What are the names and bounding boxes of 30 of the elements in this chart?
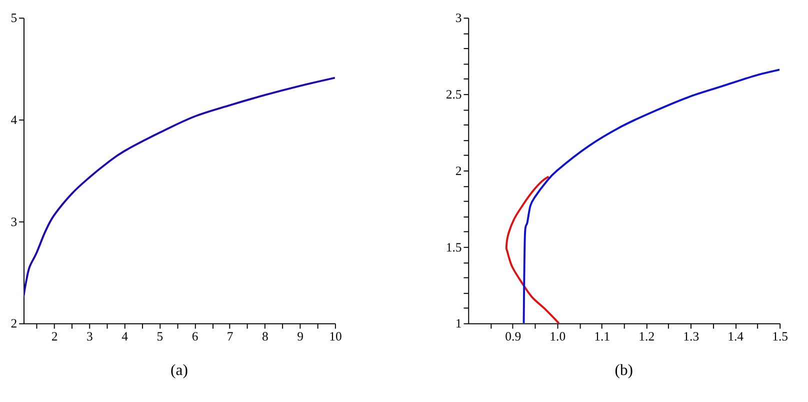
x-tick-label: 1.3 (683, 329, 700, 344)
y-tick-label: 3 (455, 11, 462, 26)
x-tick-label: 1.1 (594, 329, 610, 344)
text: (b) (614, 362, 634, 380)
x-tick-label: 1.4 (728, 329, 744, 344)
x-tick-label: 3 (86, 329, 93, 344)
x-tick-label: 7 (226, 329, 234, 344)
x-tick-label: 9 (297, 329, 304, 344)
x-tick-label: 0.9 (505, 329, 522, 344)
y-tick-label: 1 (455, 316, 462, 331)
x-tick-label: 1.5 (772, 329, 788, 344)
y-tick-label: 4 (10, 112, 18, 127)
text: (a) (170, 362, 188, 380)
x-tick-label: 5 (156, 329, 164, 344)
y-tick-label: 5 (10, 11, 18, 26)
y-tick-label: 3 (10, 214, 18, 229)
line-series (24, 76, 335, 298)
x-tick-label: 8 (262, 329, 268, 344)
y-tick-label: 1.5 (446, 240, 462, 254)
y-tick-label: 2 (455, 164, 462, 178)
line-series (522, 68, 780, 324)
x-tick-label: 2 (51, 329, 58, 344)
x-tick-label: 10 (329, 329, 342, 344)
x-tick-label: 4 (122, 329, 129, 344)
x-tick-label: 1.2 (638, 329, 655, 344)
y-tick-label: 2 (10, 316, 18, 331)
x-tick-label: 6 (192, 329, 198, 344)
x-tick-label: 1.0 (550, 329, 566, 344)
y-tick-label: 2.5 (446, 88, 462, 102)
line-series (505, 176, 560, 324)
